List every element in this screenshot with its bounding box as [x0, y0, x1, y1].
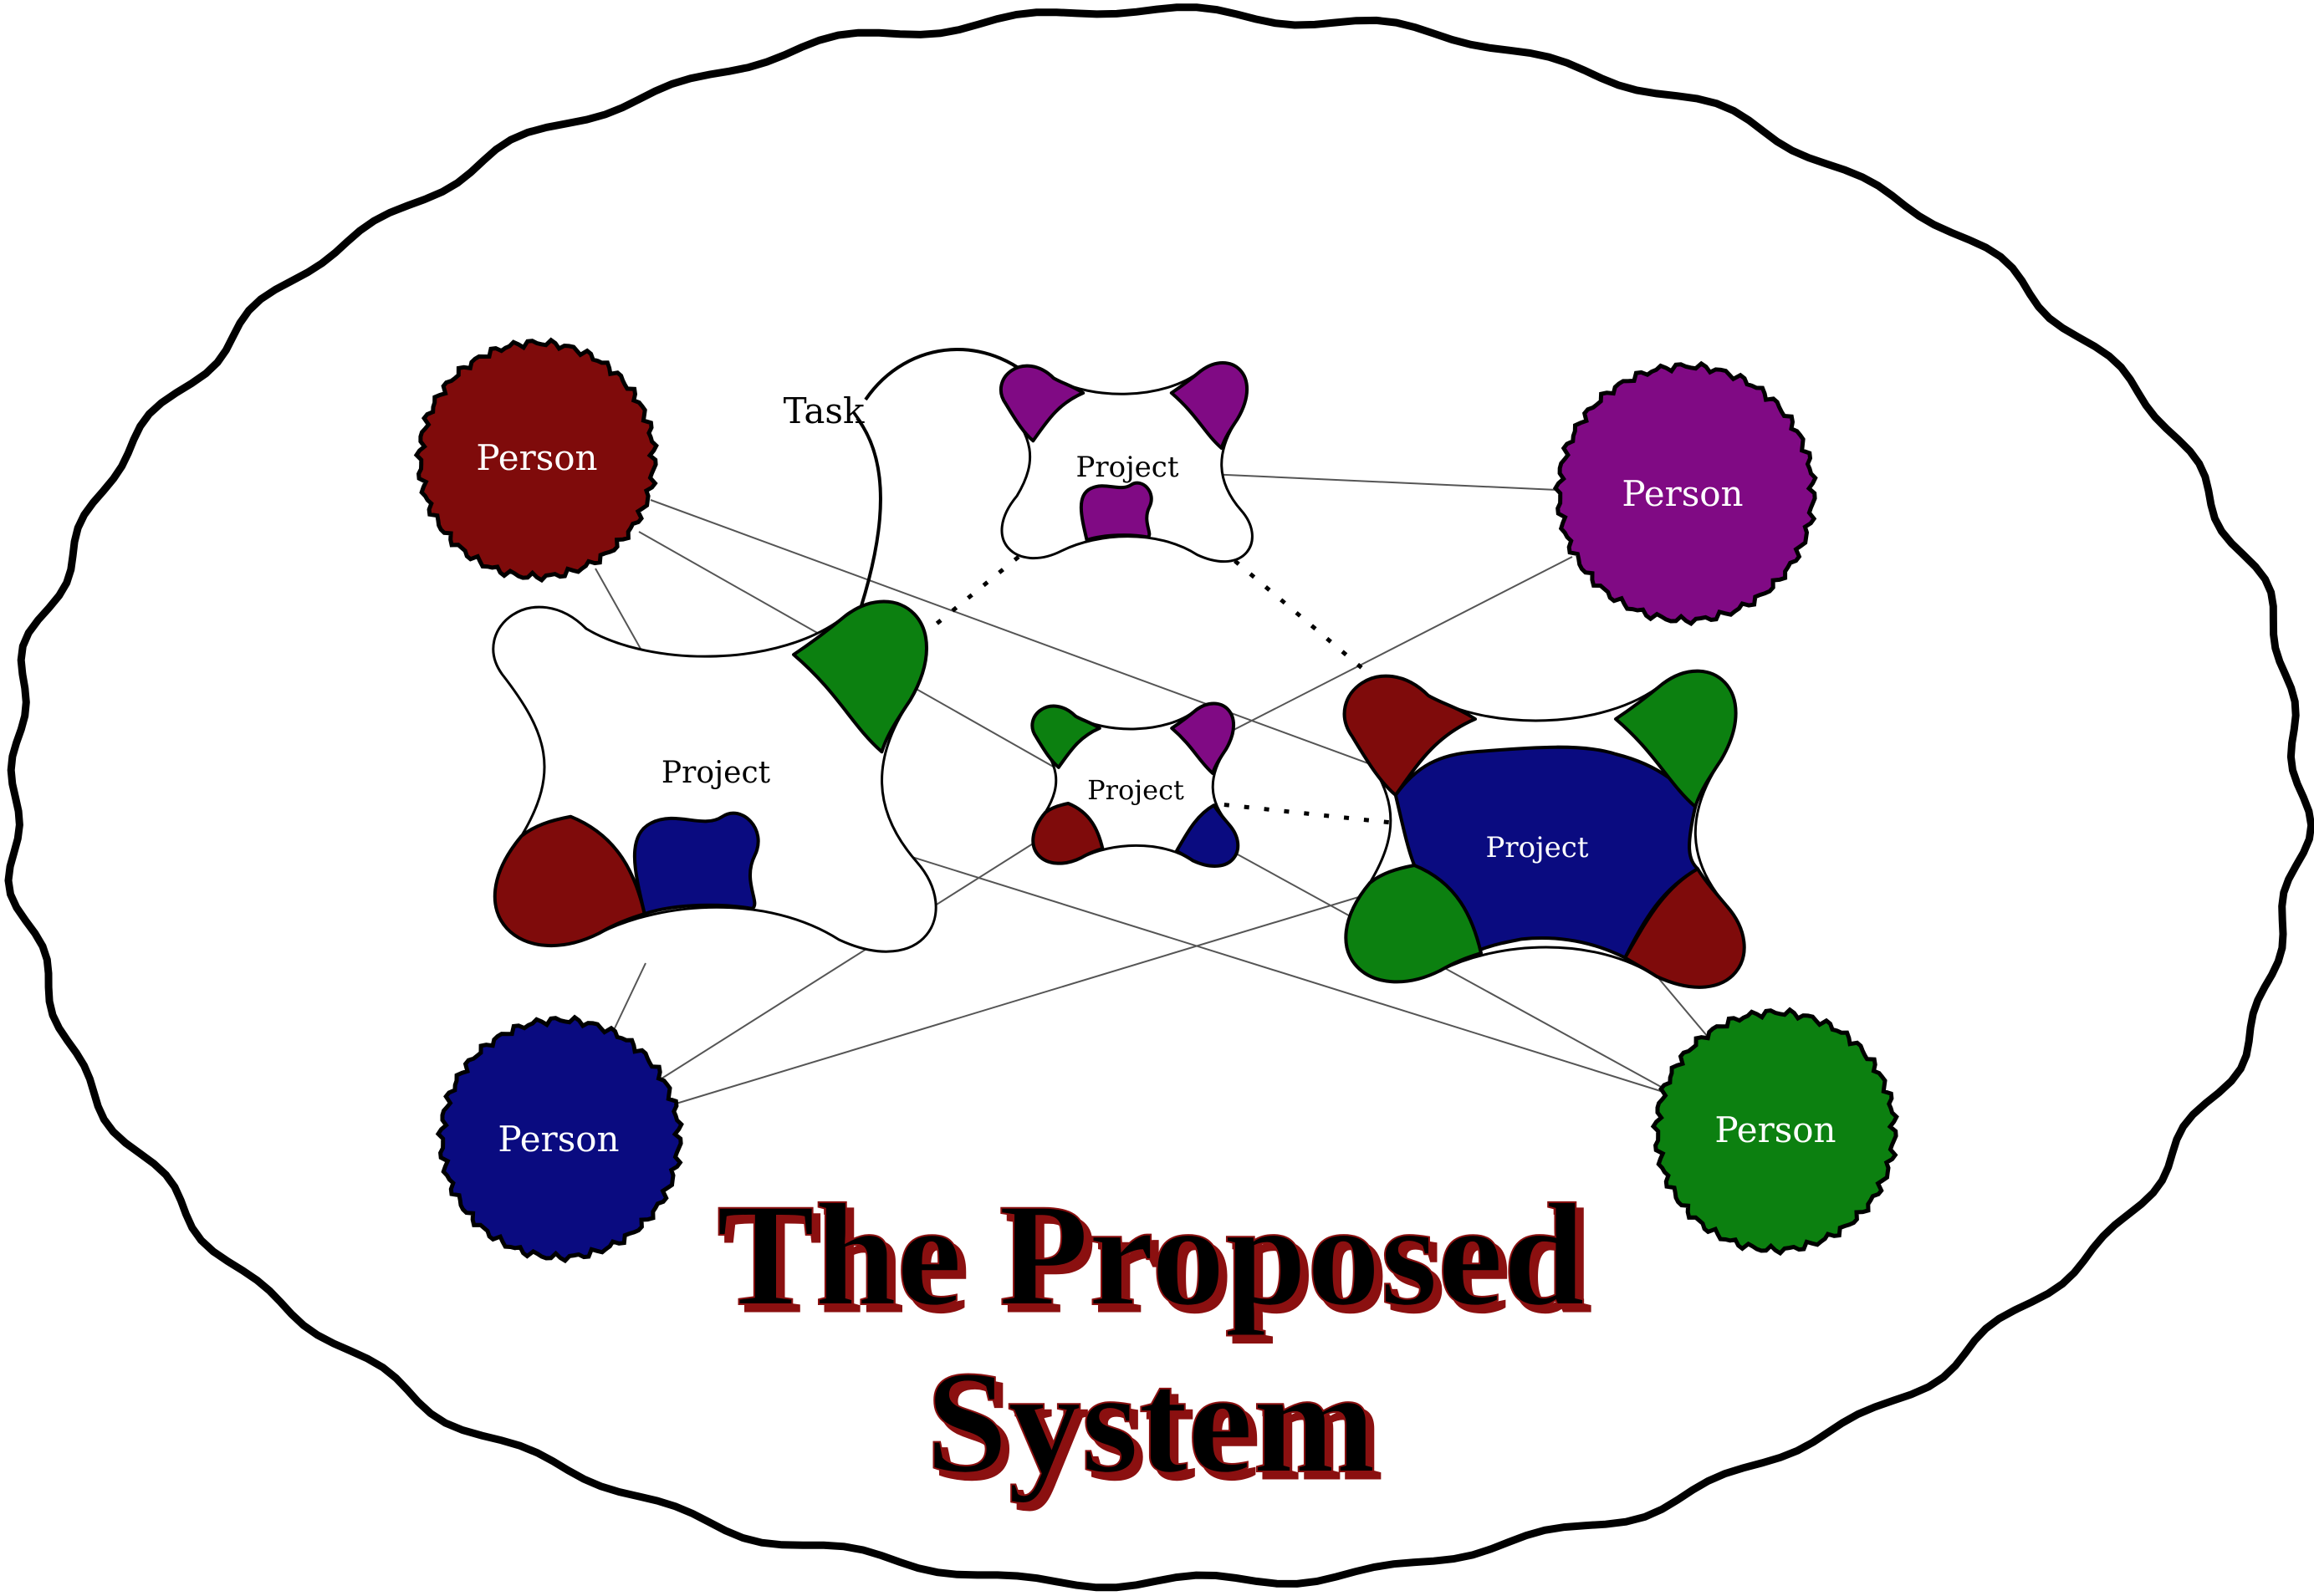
project-label: Project — [1486, 831, 1589, 864]
task-segment — [635, 813, 759, 914]
person-label: Person — [1714, 1109, 1836, 1150]
project-label: Project — [662, 756, 771, 790]
person-label: Person — [1622, 473, 1743, 514]
project-label: Project — [1076, 451, 1179, 484]
task-label: Task — [784, 390, 865, 431]
task-segment — [1081, 483, 1152, 540]
title-line2: System — [926, 1341, 1376, 1504]
project-label: Project — [1087, 774, 1184, 806]
title-line1: The Proposed — [717, 1174, 1585, 1337]
person-label: Person — [476, 437, 597, 478]
person-label: Person — [498, 1119, 619, 1160]
